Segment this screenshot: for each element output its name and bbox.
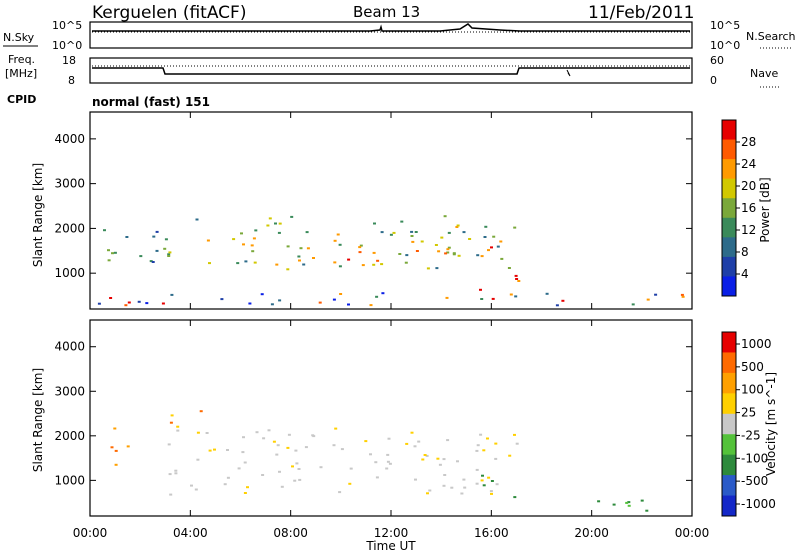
- freq-left-label-1: Freq.: [8, 53, 35, 66]
- velocity-feature-2: [167, 427, 519, 496]
- noise-left-tick-top: 10^5: [52, 19, 82, 32]
- power-colorbar-label: Power [dB]: [758, 177, 772, 242]
- power-colorbar-swatch: [722, 178, 736, 199]
- freq-trace: [92, 67, 690, 75]
- power-colorbar-swatch: [722, 120, 736, 141]
- xtick-label: 08:00: [273, 526, 308, 540]
- freq-left-label-2: [MHz]: [5, 67, 37, 80]
- velocity-ytick-label: 3000: [54, 384, 85, 398]
- nave-right-label: Nave: [750, 67, 778, 80]
- power-plot-area: [90, 112, 692, 309]
- power-ylabel: Slant Range [km]: [31, 163, 45, 267]
- power-panel: 1000 2000 3000 4000 Slant Range [km] 4 8 12 16…: [31, 111, 772, 310]
- velocity-panel: 1000 2000 3000 4000 00:00 04:00 08:00 12:00 16:…: [31, 319, 778, 540]
- freq-right-tick-top: 60: [710, 54, 724, 67]
- power-colorbar-tick: 12: [741, 223, 756, 237]
- velocity-colorbar-label: Velocity [m s^-1]: [764, 372, 778, 476]
- noise-sky-trace: [92, 23, 690, 32]
- velocity-colorbar-swatch: [722, 332, 736, 353]
- xaxis-label: Time UT: [365, 539, 416, 553]
- power-ytick-label: 2000: [54, 221, 85, 235]
- velocity-feature-0: [110, 427, 130, 466]
- velocity-colorbar-tick: -25: [741, 428, 761, 442]
- freq-panel: Freq. [MHz] 18 8 60 0 Nave: [5, 53, 780, 88]
- nave-glitch: [566, 69, 571, 77]
- velocity-feature-3: [481, 474, 517, 499]
- power-marks: [97, 215, 685, 307]
- beam-title: Beam 13: [353, 3, 420, 21]
- power-colorbar-swatch: [722, 276, 736, 297]
- cpid-value: normal (fast) 151: [92, 95, 210, 109]
- velocity-marks: [110, 410, 649, 512]
- power-colorbar-swatch: [722, 217, 736, 238]
- velocity-ytick-label: 1000: [54, 473, 85, 487]
- freq-right-tick-bottom: 0: [710, 74, 717, 87]
- velocity-colorbar-tick: -1000: [741, 497, 776, 511]
- velocity-plot-area: [90, 320, 692, 516]
- power-colorbar-tick: 24: [741, 157, 756, 171]
- power-ytick-label: 3000: [54, 177, 85, 191]
- noise-left-label: N.Sky: [3, 31, 35, 44]
- noise-right-tick-bottom: 10^0: [710, 39, 740, 52]
- xtick-label: 16:00: [474, 526, 509, 540]
- station-title: Kerguelen (fitACF): [92, 3, 246, 23]
- power-colorbar-swatch: [722, 159, 736, 180]
- freq-left-tick-top: 18: [62, 54, 76, 67]
- velocity-colorbar-swatch: [722, 413, 736, 435]
- velocity-colorbar-swatch: [722, 372, 736, 394]
- velocity-ytick-label: 4000: [54, 340, 85, 354]
- power-ytick-label: 4000: [54, 132, 85, 146]
- freq-left-tick-bottom: 8: [68, 74, 75, 87]
- velocity-colorbar-tick: 100: [741, 383, 764, 397]
- velocity-colorbar-swatch: [722, 475, 736, 497]
- power-colorbar-tick: 8: [741, 245, 749, 259]
- noise-left-tick-bottom: 10^0: [52, 39, 82, 52]
- velocity-colorbar-swatch: [722, 454, 736, 476]
- noise-right-label: N.Search: [746, 30, 796, 43]
- xtick-label: 20:00: [574, 526, 609, 540]
- velocity-feature-1: [169, 410, 203, 434]
- velocity-feature-4: [597, 499, 649, 512]
- power-feature-0: [103, 229, 168, 263]
- power-colorbar-swatch: [722, 256, 736, 277]
- xtick-label: 00:00: [675, 526, 710, 540]
- noise-right-tick-top: 10^5: [710, 19, 740, 32]
- velocity-colorbar-swatch: [722, 495, 736, 517]
- velocity-colorbar-tick: 1000: [741, 337, 772, 351]
- cpid-label: CPID: [7, 93, 36, 106]
- noise-panel: N.Sky 10^5 10^0 10^5 10^0 N.Search: [3, 19, 796, 52]
- power-colorbar-tick: 28: [741, 135, 756, 149]
- power-colorbar-tick: 4: [741, 267, 749, 281]
- velocity-colorbar-tick: 25: [741, 406, 756, 420]
- xtick-label: 00:00: [73, 526, 108, 540]
- xtick-label: 12:00: [374, 526, 409, 540]
- velocity-ytick-label: 2000: [54, 429, 85, 443]
- power-feature-3: [479, 274, 521, 291]
- velocity-colorbar-swatch: [722, 352, 736, 374]
- power-feature-1: [167, 215, 517, 271]
- date-title: 11/Feb/2011: [588, 3, 694, 23]
- power-feature-2: [347, 244, 493, 266]
- power-colorbar-swatch: [722, 198, 736, 219]
- velocity-colorbar-swatch: [722, 393, 736, 415]
- velocity-colorbar-tick: -500: [741, 474, 768, 488]
- velocity-ylabel: Slant Range [km]: [31, 368, 45, 472]
- velocity-colorbar-tick: -100: [741, 451, 768, 465]
- velocity-colorbar-tick: 500: [741, 360, 764, 374]
- power-feature-4: [97, 292, 685, 307]
- power-colorbar-swatch: [722, 237, 736, 258]
- power-colorbar-tick: 16: [741, 201, 756, 215]
- xtick-label: 04:00: [173, 526, 208, 540]
- power-ytick-label: 1000: [54, 266, 85, 280]
- power-colorbar-swatch: [722, 139, 736, 160]
- power-colorbar-tick: 20: [741, 179, 756, 193]
- velocity-colorbar-swatch: [722, 434, 736, 456]
